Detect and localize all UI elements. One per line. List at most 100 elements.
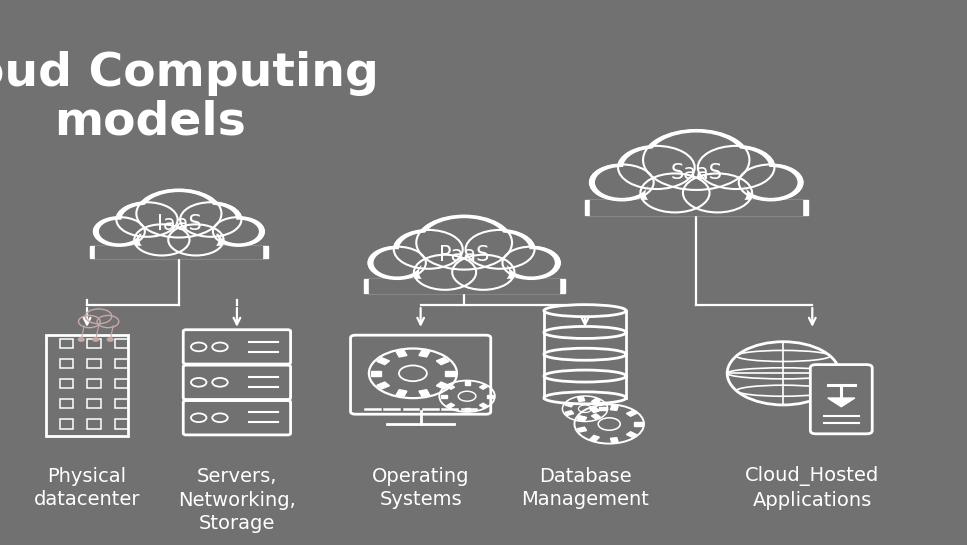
Circle shape xyxy=(471,233,529,265)
Circle shape xyxy=(94,217,145,246)
Circle shape xyxy=(465,230,535,269)
Circle shape xyxy=(704,149,769,186)
Bar xyxy=(436,358,449,365)
Text: SaaS: SaaS xyxy=(670,164,722,184)
Circle shape xyxy=(422,219,507,267)
Text: Cloud Computing
models: Cloud Computing models xyxy=(0,51,379,145)
Bar xyxy=(60,419,73,428)
Bar xyxy=(441,395,447,398)
Text: IaaS: IaaS xyxy=(157,214,201,234)
Bar xyxy=(592,398,601,404)
Text: Operating
Systems: Operating Systems xyxy=(372,467,469,509)
Bar xyxy=(577,427,587,432)
Ellipse shape xyxy=(543,326,627,338)
Bar xyxy=(464,382,470,385)
Text: Cloud_Hosted
Applications: Cloud_Hosted Applications xyxy=(746,466,879,510)
Circle shape xyxy=(78,338,84,341)
Bar xyxy=(577,416,585,421)
Bar xyxy=(115,399,128,408)
Circle shape xyxy=(698,146,775,189)
Bar xyxy=(447,385,454,389)
Circle shape xyxy=(458,258,509,287)
Bar xyxy=(590,435,600,441)
Text: PaaS: PaaS xyxy=(439,245,489,265)
Bar xyxy=(87,399,101,408)
Bar xyxy=(87,338,101,348)
Bar xyxy=(87,419,101,428)
Circle shape xyxy=(739,165,803,201)
Circle shape xyxy=(640,173,710,213)
Bar xyxy=(464,408,470,411)
Circle shape xyxy=(624,149,689,186)
Bar xyxy=(396,390,407,396)
Bar xyxy=(599,407,606,410)
Ellipse shape xyxy=(543,370,627,382)
Circle shape xyxy=(186,205,236,233)
Circle shape xyxy=(509,250,554,276)
Bar xyxy=(590,201,802,215)
Circle shape xyxy=(174,228,218,252)
Bar xyxy=(115,338,128,348)
Bar xyxy=(610,438,618,443)
Bar xyxy=(60,359,73,368)
Bar xyxy=(90,246,268,258)
Bar xyxy=(634,422,642,426)
Bar xyxy=(419,350,429,357)
Bar xyxy=(592,414,601,419)
Circle shape xyxy=(180,202,242,237)
Circle shape xyxy=(420,258,470,287)
Circle shape xyxy=(93,338,99,341)
Circle shape xyxy=(213,217,264,246)
Circle shape xyxy=(503,247,560,279)
Circle shape xyxy=(368,247,425,279)
Bar xyxy=(377,358,390,365)
Polygon shape xyxy=(828,398,855,407)
Bar xyxy=(60,379,73,388)
Circle shape xyxy=(122,205,172,233)
Bar xyxy=(396,350,407,357)
Bar xyxy=(115,419,128,428)
Bar xyxy=(577,416,587,421)
Bar xyxy=(627,411,636,416)
Bar xyxy=(447,403,454,408)
Circle shape xyxy=(689,177,747,209)
Bar xyxy=(87,359,101,368)
Bar xyxy=(610,405,618,410)
Circle shape xyxy=(453,255,514,290)
Bar xyxy=(60,338,73,348)
Circle shape xyxy=(140,228,184,252)
Bar xyxy=(577,397,585,402)
Circle shape xyxy=(134,225,190,256)
Bar xyxy=(590,407,600,413)
Bar xyxy=(565,402,573,407)
Ellipse shape xyxy=(543,305,627,317)
Bar xyxy=(436,382,449,389)
Bar xyxy=(115,359,128,368)
Circle shape xyxy=(219,220,258,243)
Circle shape xyxy=(417,216,513,270)
Bar xyxy=(371,371,381,376)
Bar xyxy=(419,390,429,396)
Bar xyxy=(565,411,573,415)
Circle shape xyxy=(618,146,694,189)
Bar xyxy=(87,379,101,388)
Circle shape xyxy=(745,168,797,197)
Circle shape xyxy=(646,177,704,209)
Bar xyxy=(369,279,559,293)
Circle shape xyxy=(116,202,178,237)
Circle shape xyxy=(414,255,476,290)
Text: Database
Management: Database Management xyxy=(521,467,649,509)
Circle shape xyxy=(590,165,654,201)
Bar xyxy=(584,201,807,215)
Bar xyxy=(480,403,487,408)
Circle shape xyxy=(643,130,749,190)
Circle shape xyxy=(399,233,457,265)
Bar xyxy=(627,432,636,437)
Bar xyxy=(96,246,262,258)
Circle shape xyxy=(142,193,216,234)
FancyBboxPatch shape xyxy=(810,365,872,434)
Ellipse shape xyxy=(543,348,627,360)
Circle shape xyxy=(596,168,648,197)
Circle shape xyxy=(649,134,744,186)
Circle shape xyxy=(683,173,752,213)
